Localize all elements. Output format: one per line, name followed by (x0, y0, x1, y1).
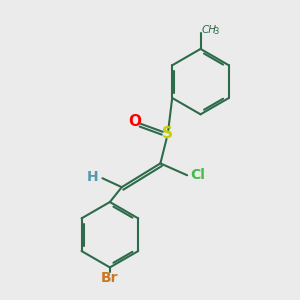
Text: H: H (86, 170, 98, 184)
Text: S: S (162, 126, 173, 141)
Text: 3: 3 (213, 27, 219, 36)
Text: Br: Br (101, 271, 118, 285)
Text: CH: CH (202, 25, 217, 35)
Text: Cl: Cl (190, 168, 205, 182)
Text: O: O (129, 114, 142, 129)
